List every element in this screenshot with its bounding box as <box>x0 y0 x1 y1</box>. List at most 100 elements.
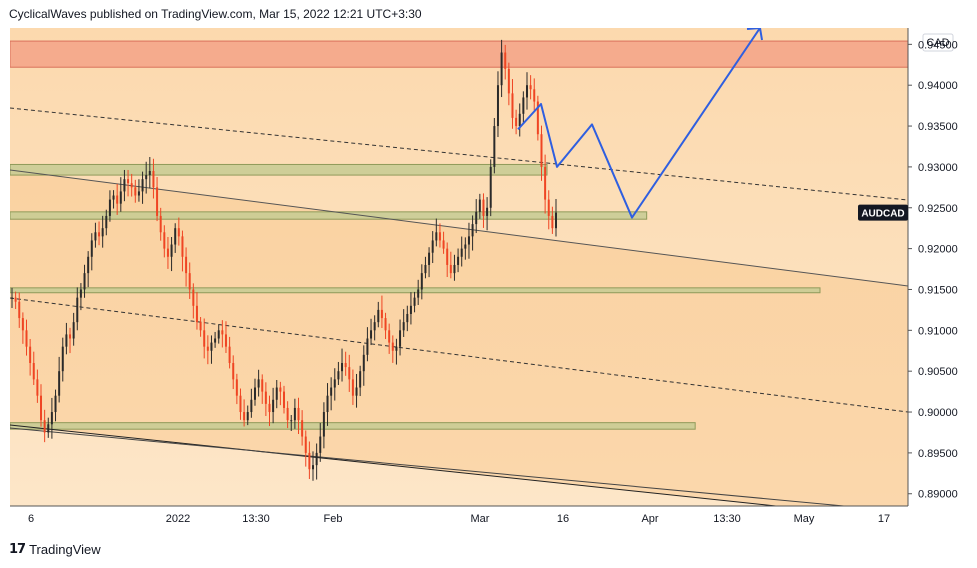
x-tick-label: Mar <box>471 513 490 525</box>
candle-body <box>355 387 358 396</box>
candle-body <box>101 228 104 237</box>
candle-body <box>442 240 445 249</box>
currency-label-frame <box>922 33 954 52</box>
candle-body <box>11 297 13 299</box>
tradingview-brand: TradingView <box>29 542 101 557</box>
candle-body <box>90 240 93 257</box>
candle-body <box>181 236 184 257</box>
candle-body <box>515 117 518 127</box>
candle <box>409 292 412 325</box>
candle-body <box>170 244 173 257</box>
candle-body <box>217 330 220 339</box>
candle-body <box>417 289 420 298</box>
candle <box>130 173 133 197</box>
candle <box>330 377 333 411</box>
candle <box>333 368 336 401</box>
support-zone-4 <box>10 422 696 430</box>
candle <box>221 320 224 348</box>
candle-body <box>319 436 322 453</box>
candle <box>308 441 311 480</box>
candle-body <box>471 224 474 237</box>
candle-body <box>228 346 231 364</box>
candle-body <box>366 338 369 355</box>
candle-body <box>32 363 35 380</box>
candle-body <box>322 412 325 437</box>
candle <box>341 348 344 382</box>
candle-body <box>286 407 289 421</box>
candle-body <box>65 334 68 347</box>
candle-body <box>29 346 32 364</box>
candle-body <box>36 379 39 396</box>
candle <box>326 383 329 426</box>
candle <box>315 443 318 480</box>
x-tick-label: Feb <box>324 513 343 525</box>
candle <box>116 183 119 215</box>
candle <box>518 103 521 137</box>
candle-body <box>127 179 130 184</box>
y-tick-label: 0.92500 <box>918 203 958 215</box>
candle <box>123 169 126 202</box>
candle-body <box>177 228 180 237</box>
candle-body <box>370 330 373 339</box>
candle-body <box>261 379 264 392</box>
candle <box>243 399 246 427</box>
candle-body <box>362 354 365 372</box>
candle <box>515 109 518 135</box>
candle <box>337 361 340 385</box>
candle-body <box>344 363 347 368</box>
candle <box>522 91 525 123</box>
candle <box>98 221 101 246</box>
candle <box>449 251 452 279</box>
candle-body <box>210 342 213 351</box>
candle-body <box>489 166 492 208</box>
candle <box>257 369 260 397</box>
candle <box>373 315 376 341</box>
candle-body <box>283 391 285 408</box>
candle-body <box>384 318 387 331</box>
y-tick-label: 0.91500 <box>918 284 958 296</box>
y-tick-label: 0.89000 <box>918 489 958 501</box>
candle <box>36 369 39 403</box>
candle <box>239 388 242 420</box>
candle <box>304 430 307 467</box>
candle <box>467 222 470 259</box>
candle-body <box>264 391 267 404</box>
y-tick-label: 0.94000 <box>918 80 958 92</box>
candle-body <box>351 379 354 396</box>
candle <box>355 373 358 408</box>
candle <box>54 389 57 422</box>
candle-body <box>206 346 209 351</box>
candle <box>272 387 275 424</box>
candle-body <box>166 248 169 257</box>
candle <box>388 323 391 354</box>
candle-body <box>399 330 402 347</box>
candle-body <box>551 215 554 229</box>
candle <box>362 345 365 386</box>
candle-body <box>493 126 496 167</box>
candle-body <box>413 297 416 306</box>
y-tick-label: 0.90000 <box>918 407 958 419</box>
candle <box>279 381 282 406</box>
candle-body <box>108 199 111 216</box>
candle <box>496 71 499 138</box>
candle-body <box>409 305 412 314</box>
candle-body <box>388 330 391 343</box>
candle <box>348 354 351 392</box>
candle-body <box>308 452 311 470</box>
candle <box>297 397 300 434</box>
support-zone-1 <box>10 163 548 176</box>
candle-body <box>348 367 351 380</box>
candle <box>137 179 140 202</box>
candle-body <box>232 363 235 380</box>
candle-body <box>253 387 256 400</box>
candle <box>181 230 184 272</box>
candle <box>268 395 271 427</box>
candle-body <box>83 273 86 290</box>
candle-body <box>475 211 478 225</box>
candle-body <box>72 322 75 339</box>
lower-trendline <box>10 424 781 506</box>
support-zone-2 <box>10 211 648 220</box>
candle <box>199 317 202 337</box>
